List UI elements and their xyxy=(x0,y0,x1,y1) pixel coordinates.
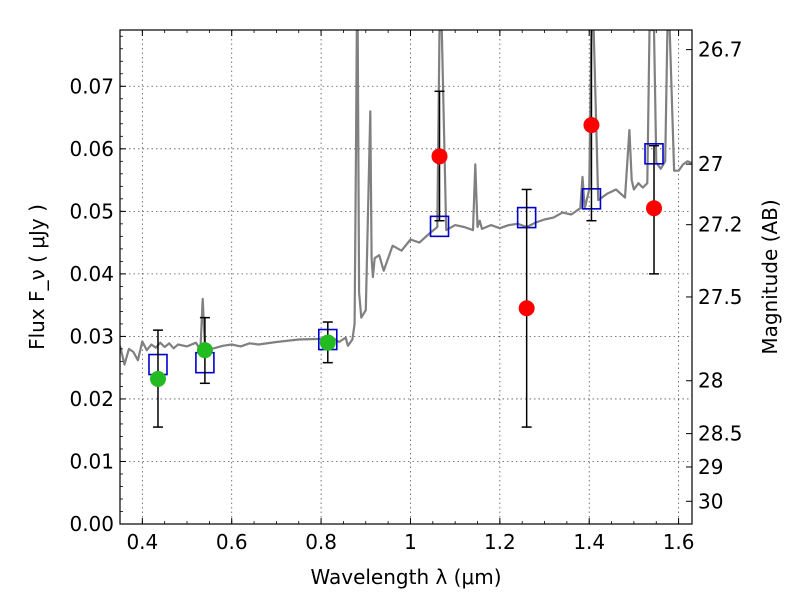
y-tick-label: 0.01 xyxy=(69,449,114,473)
y-tick-label: 0.04 xyxy=(69,262,114,286)
spectrum-line xyxy=(120,30,692,366)
x-tick-label: 0.8 xyxy=(305,530,337,554)
detection-point xyxy=(149,370,166,387)
nondetection-point xyxy=(431,148,448,165)
mag-tick-label: 30 xyxy=(698,489,723,513)
nondetection-point xyxy=(646,200,663,217)
x-tick-label: 1 xyxy=(404,530,417,554)
y-tick-label: 0.05 xyxy=(69,199,114,223)
y-tick-label: 0.06 xyxy=(69,137,114,161)
y-axis-label: Flux F_ν ( μJy ) xyxy=(25,204,49,350)
detection-point xyxy=(319,334,336,351)
y-tick-label: 0.07 xyxy=(69,74,114,98)
grid xyxy=(120,30,692,524)
x-tick-label: 1.2 xyxy=(484,530,516,554)
mag-tick-label: 27.5 xyxy=(698,285,743,309)
plot-frame xyxy=(119,29,693,525)
y-tick-label: 0.02 xyxy=(69,387,114,411)
mag-tick-label: 29 xyxy=(698,455,723,479)
nondetection-point xyxy=(518,300,535,317)
mag-tick-label: 27.2 xyxy=(698,213,743,237)
ticks: 0.4 0.6 0.8 1 1.2 1.4 1.6 0.00 0.01 0.02 0.03 0.04 0… xyxy=(69,30,743,554)
mag-tick-label: 26.7 xyxy=(698,38,743,62)
y-tick-label: 0.00 xyxy=(69,512,114,536)
mag-tick-label: 28 xyxy=(698,369,723,393)
mag-tick-label: 28.5 xyxy=(698,422,743,446)
right-axis-label: Magnitude (AB) xyxy=(758,199,782,354)
y-tick-label: 0.03 xyxy=(69,324,114,348)
detection-point xyxy=(196,342,213,359)
nondetection-point xyxy=(583,117,600,134)
x-tick-label: 0.6 xyxy=(216,530,248,554)
x-tick-label: 1.4 xyxy=(573,530,605,554)
x-axis-label: Wavelength λ (μm) xyxy=(310,565,501,589)
x-tick-label: 0.4 xyxy=(126,530,158,554)
x-tick-label: 1.6 xyxy=(663,530,695,554)
mag-tick-label: 27 xyxy=(698,152,723,176)
plot-area xyxy=(120,30,692,366)
markers xyxy=(148,30,664,428)
